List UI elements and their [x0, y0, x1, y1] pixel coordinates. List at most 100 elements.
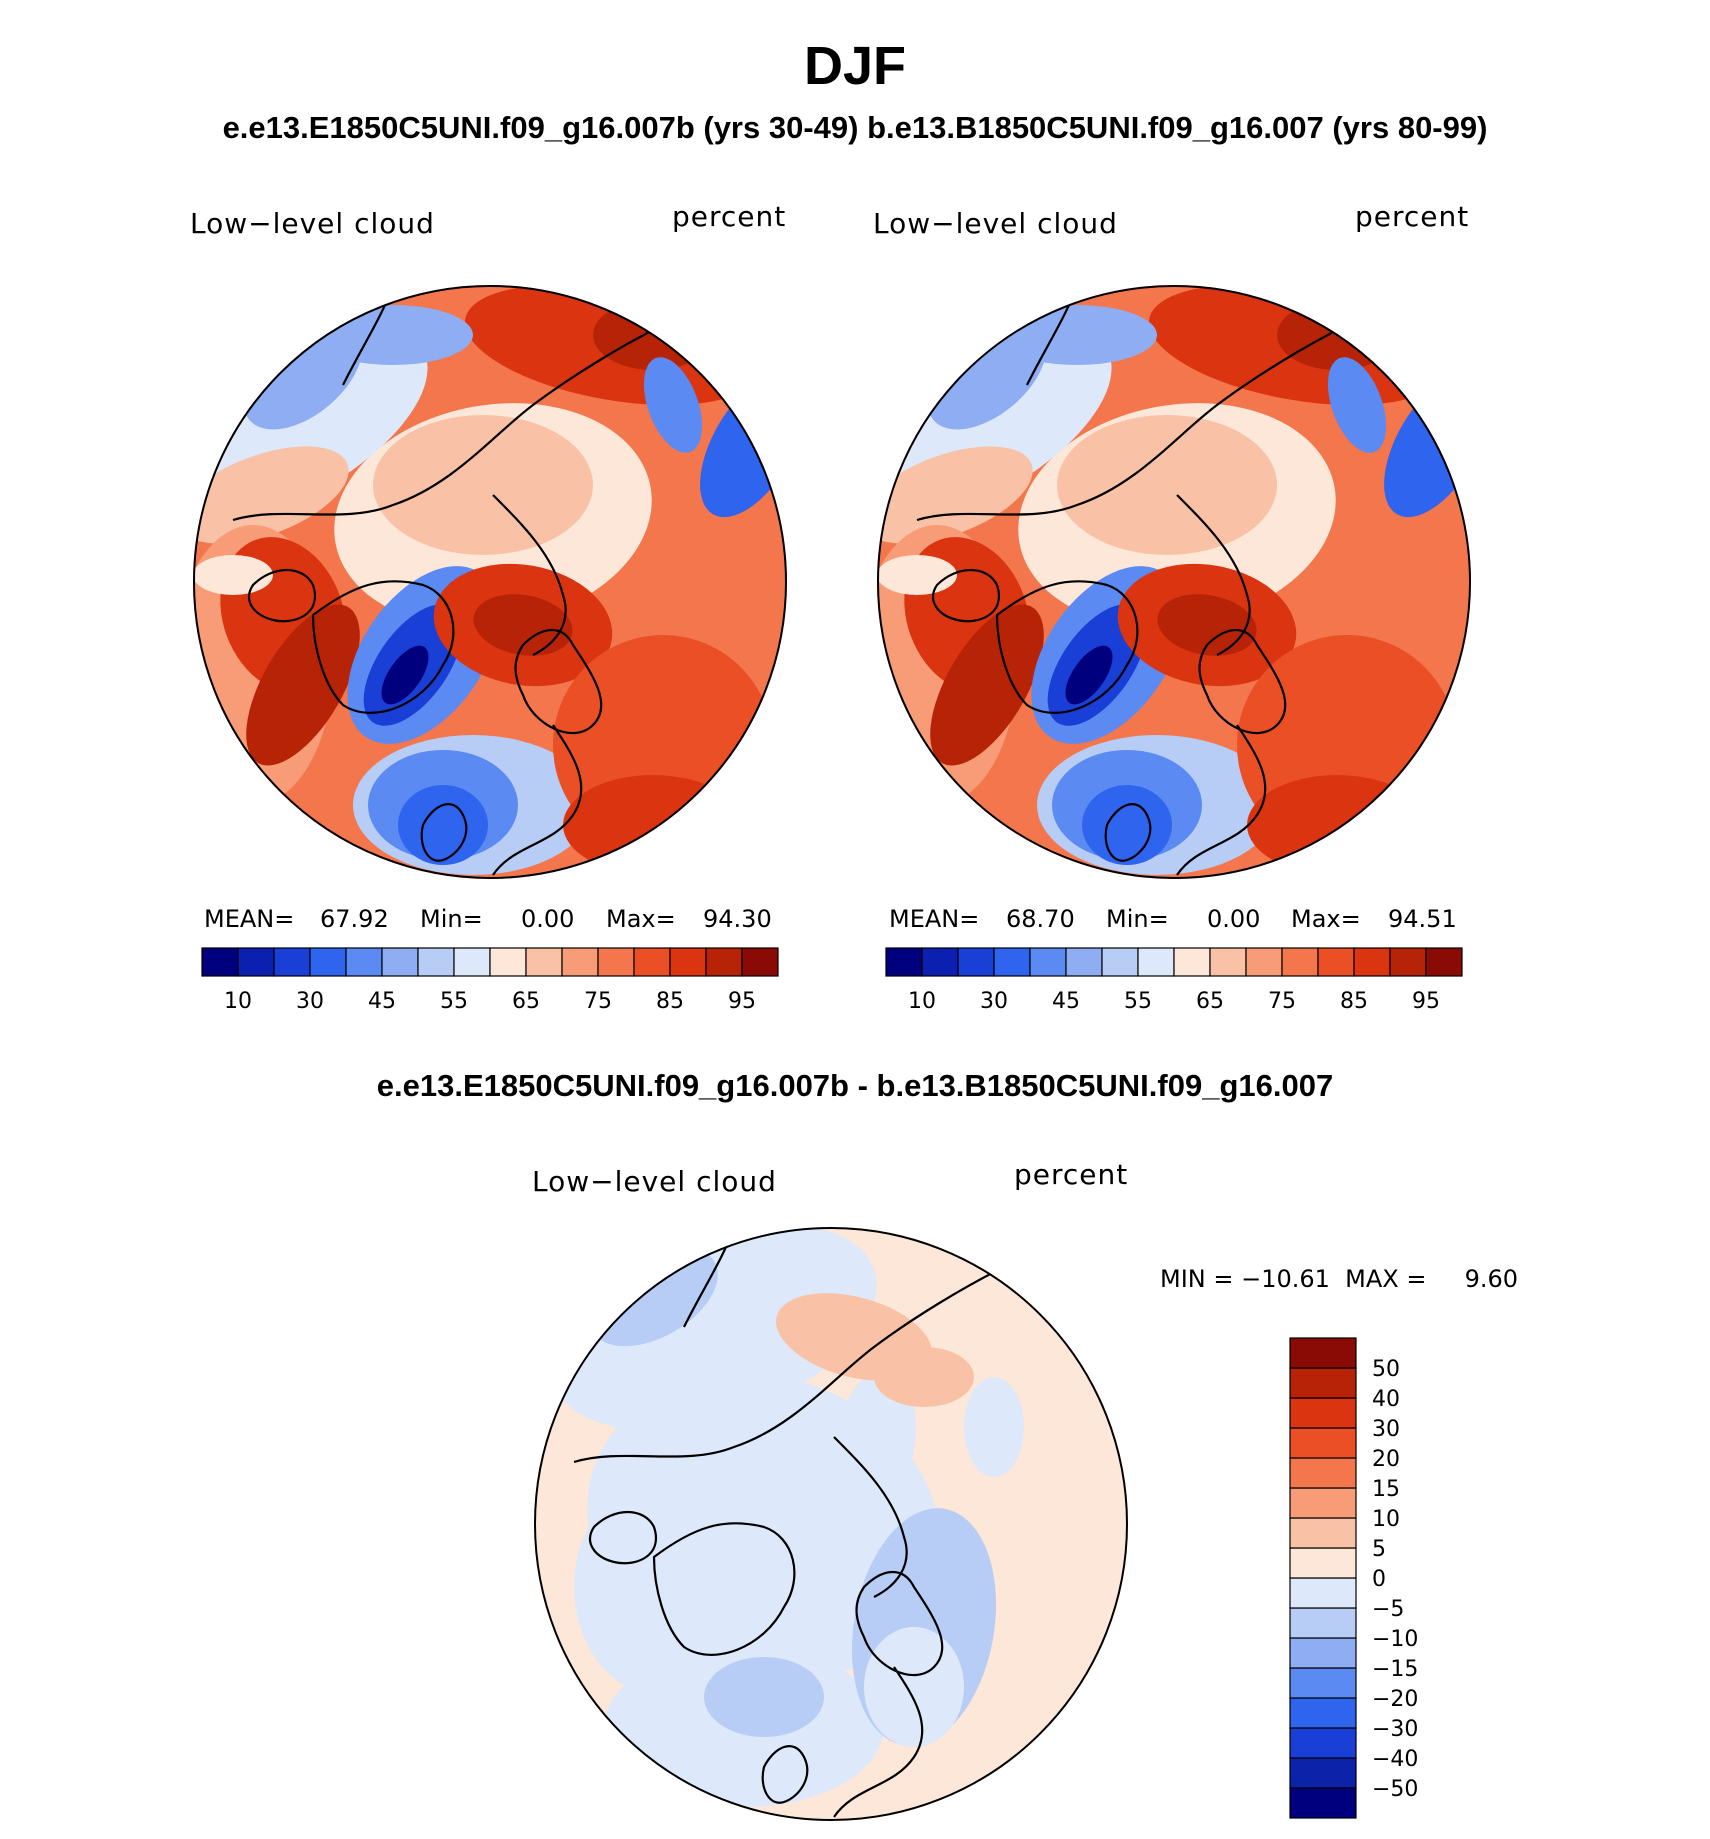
coastline — [420, 803, 468, 862]
colorbar-swatch — [1281, 947, 1319, 977]
colorbar-swatch — [1245, 947, 1283, 977]
panel2-left-label: Low−level cloud — [873, 207, 1118, 240]
colorbar-swatch — [1289, 1397, 1357, 1429]
coastline — [1176, 724, 1267, 876]
panel2-min-label: Min= — [1106, 905, 1169, 933]
panel1-min-label: Min= — [420, 905, 483, 933]
coastline — [995, 580, 1139, 714]
colorbar-tick-label: 40 — [1372, 1387, 1400, 1412]
colorbar-swatch — [669, 947, 707, 977]
map-outline — [877, 285, 1471, 879]
colorbar-swatch — [1289, 1727, 1357, 1759]
panel1-left-label: Low−level cloud — [190, 207, 435, 240]
field-region — [1034, 1407, 1128, 1707]
coastline — [833, 1666, 924, 1818]
colorbar-tick-label: 85 — [656, 989, 684, 1014]
panel1-unit-label: percent — [672, 200, 787, 233]
colorbar-swatch — [381, 947, 419, 977]
colorbar-tick-label: 50 — [1372, 1357, 1400, 1382]
field-region — [874, 1347, 974, 1407]
figure-title: DJF — [803, 36, 906, 96]
colorbar-tick-label: 30 — [296, 989, 324, 1014]
colorbar-swatch — [1289, 1697, 1357, 1729]
panel2-max-label: Max= — [1291, 905, 1361, 933]
field-region — [877, 446, 1033, 544]
field-region — [704, 1657, 824, 1737]
colorbar-tick-label: 65 — [512, 989, 540, 1014]
panel2-mean-label: MEAN= — [889, 905, 980, 933]
colorbar-tick-label: −30 — [1372, 1717, 1418, 1742]
colorbar-swatch — [1289, 1547, 1357, 1579]
panel1-polar-map — [193, 285, 787, 879]
colorbar-swatch — [993, 947, 1031, 977]
field-region — [381, 645, 429, 705]
panel2-colorbar: 10 30 45 55 65 75 85 95 — [885, 947, 1463, 1014]
panel3-unit-label: percent — [1014, 1158, 1129, 1191]
field-region — [964, 1377, 1024, 1477]
coastline — [1198, 629, 1287, 735]
colorbar-tick-label: 85 — [1340, 989, 1368, 1014]
panel2-unit-label: percent — [1355, 200, 1470, 233]
colorbar-tick-label: −20 — [1372, 1687, 1418, 1712]
coastline — [492, 724, 583, 876]
field-region — [574, 1477, 754, 1697]
panel2-max-value: 94.51 — [1388, 905, 1457, 933]
field-region — [997, 305, 1157, 365]
colorbar-swatch — [273, 947, 311, 977]
colorbar-tick-label: 10 — [908, 989, 936, 1014]
colorbar-tick-label: −50 — [1372, 1777, 1418, 1802]
colorbar-tick-label: −15 — [1372, 1657, 1418, 1682]
colorbar-swatch — [561, 947, 599, 977]
colorbar-tick-label: 30 — [980, 989, 1008, 1014]
panel1-min-value: 0.00 — [521, 905, 575, 933]
colorbar-swatch — [237, 947, 275, 977]
field-region — [1082, 785, 1172, 865]
colorbar-swatch — [1353, 947, 1391, 977]
coastline — [514, 629, 603, 735]
coastline — [652, 1522, 796, 1656]
subtitle-diff: e.e13.E1850C5UNI.f09_g16.007b - b.e13.B1… — [376, 1068, 1334, 1103]
coastline — [761, 1745, 809, 1804]
field-region — [1327, 357, 1387, 453]
panel1-mean-value: 67.92 — [320, 905, 389, 933]
field-region — [832, 1367, 916, 1527]
colorbar-tick-label: 75 — [584, 989, 612, 1014]
colorbar-swatch — [921, 947, 959, 977]
panel1-max-label: Max= — [606, 905, 676, 933]
coastline — [311, 580, 455, 714]
colorbar-swatch — [1389, 947, 1427, 977]
colorbar-swatch — [1289, 1517, 1357, 1549]
field-region — [643, 357, 703, 453]
colorbar-swatch — [1289, 1637, 1357, 1669]
subtitle-top: e.e13.E1850C5UNI.f09_g16.007b (yrs 30-49… — [222, 110, 1488, 145]
colorbar-tick-label: 65 — [1196, 989, 1224, 1014]
panel3-polar-map — [534, 1227, 1128, 1821]
panel3-left-label: Low−level cloud — [532, 1165, 777, 1198]
coastline — [855, 1571, 944, 1677]
colorbar-swatch — [1289, 1607, 1357, 1639]
colorbar-tick-label: −40 — [1372, 1747, 1418, 1772]
colorbar-swatch — [345, 947, 383, 977]
field-region — [1065, 645, 1113, 705]
colorbar-swatch — [1289, 1757, 1357, 1789]
panel2-min-value: 0.00 — [1207, 905, 1261, 933]
field-region — [398, 785, 488, 865]
colorbar-tick-label: 5 — [1372, 1537, 1386, 1562]
colorbar-swatch — [1317, 947, 1355, 977]
colorbar-swatch — [1289, 1667, 1357, 1699]
colorbar-swatch — [1029, 947, 1067, 977]
colorbar-tick-label: 55 — [440, 989, 468, 1014]
colorbar-tick-label: 15 — [1372, 1477, 1400, 1502]
field-region — [373, 415, 593, 555]
colorbar-swatch — [309, 947, 347, 977]
colorbar-tick-label: 45 — [368, 989, 396, 1014]
coastline — [932, 569, 1000, 623]
colorbar-swatch — [1101, 947, 1139, 977]
colorbar-swatch — [633, 947, 671, 977]
colorbar-tick-label: −10 — [1372, 1627, 1418, 1652]
colorbar-swatch — [1425, 947, 1463, 977]
colorbar-swatch — [1289, 1487, 1357, 1519]
colorbar-swatch — [885, 947, 923, 977]
colorbar-tick-label: 55 — [1124, 989, 1152, 1014]
colorbar-swatch — [1289, 1577, 1357, 1609]
